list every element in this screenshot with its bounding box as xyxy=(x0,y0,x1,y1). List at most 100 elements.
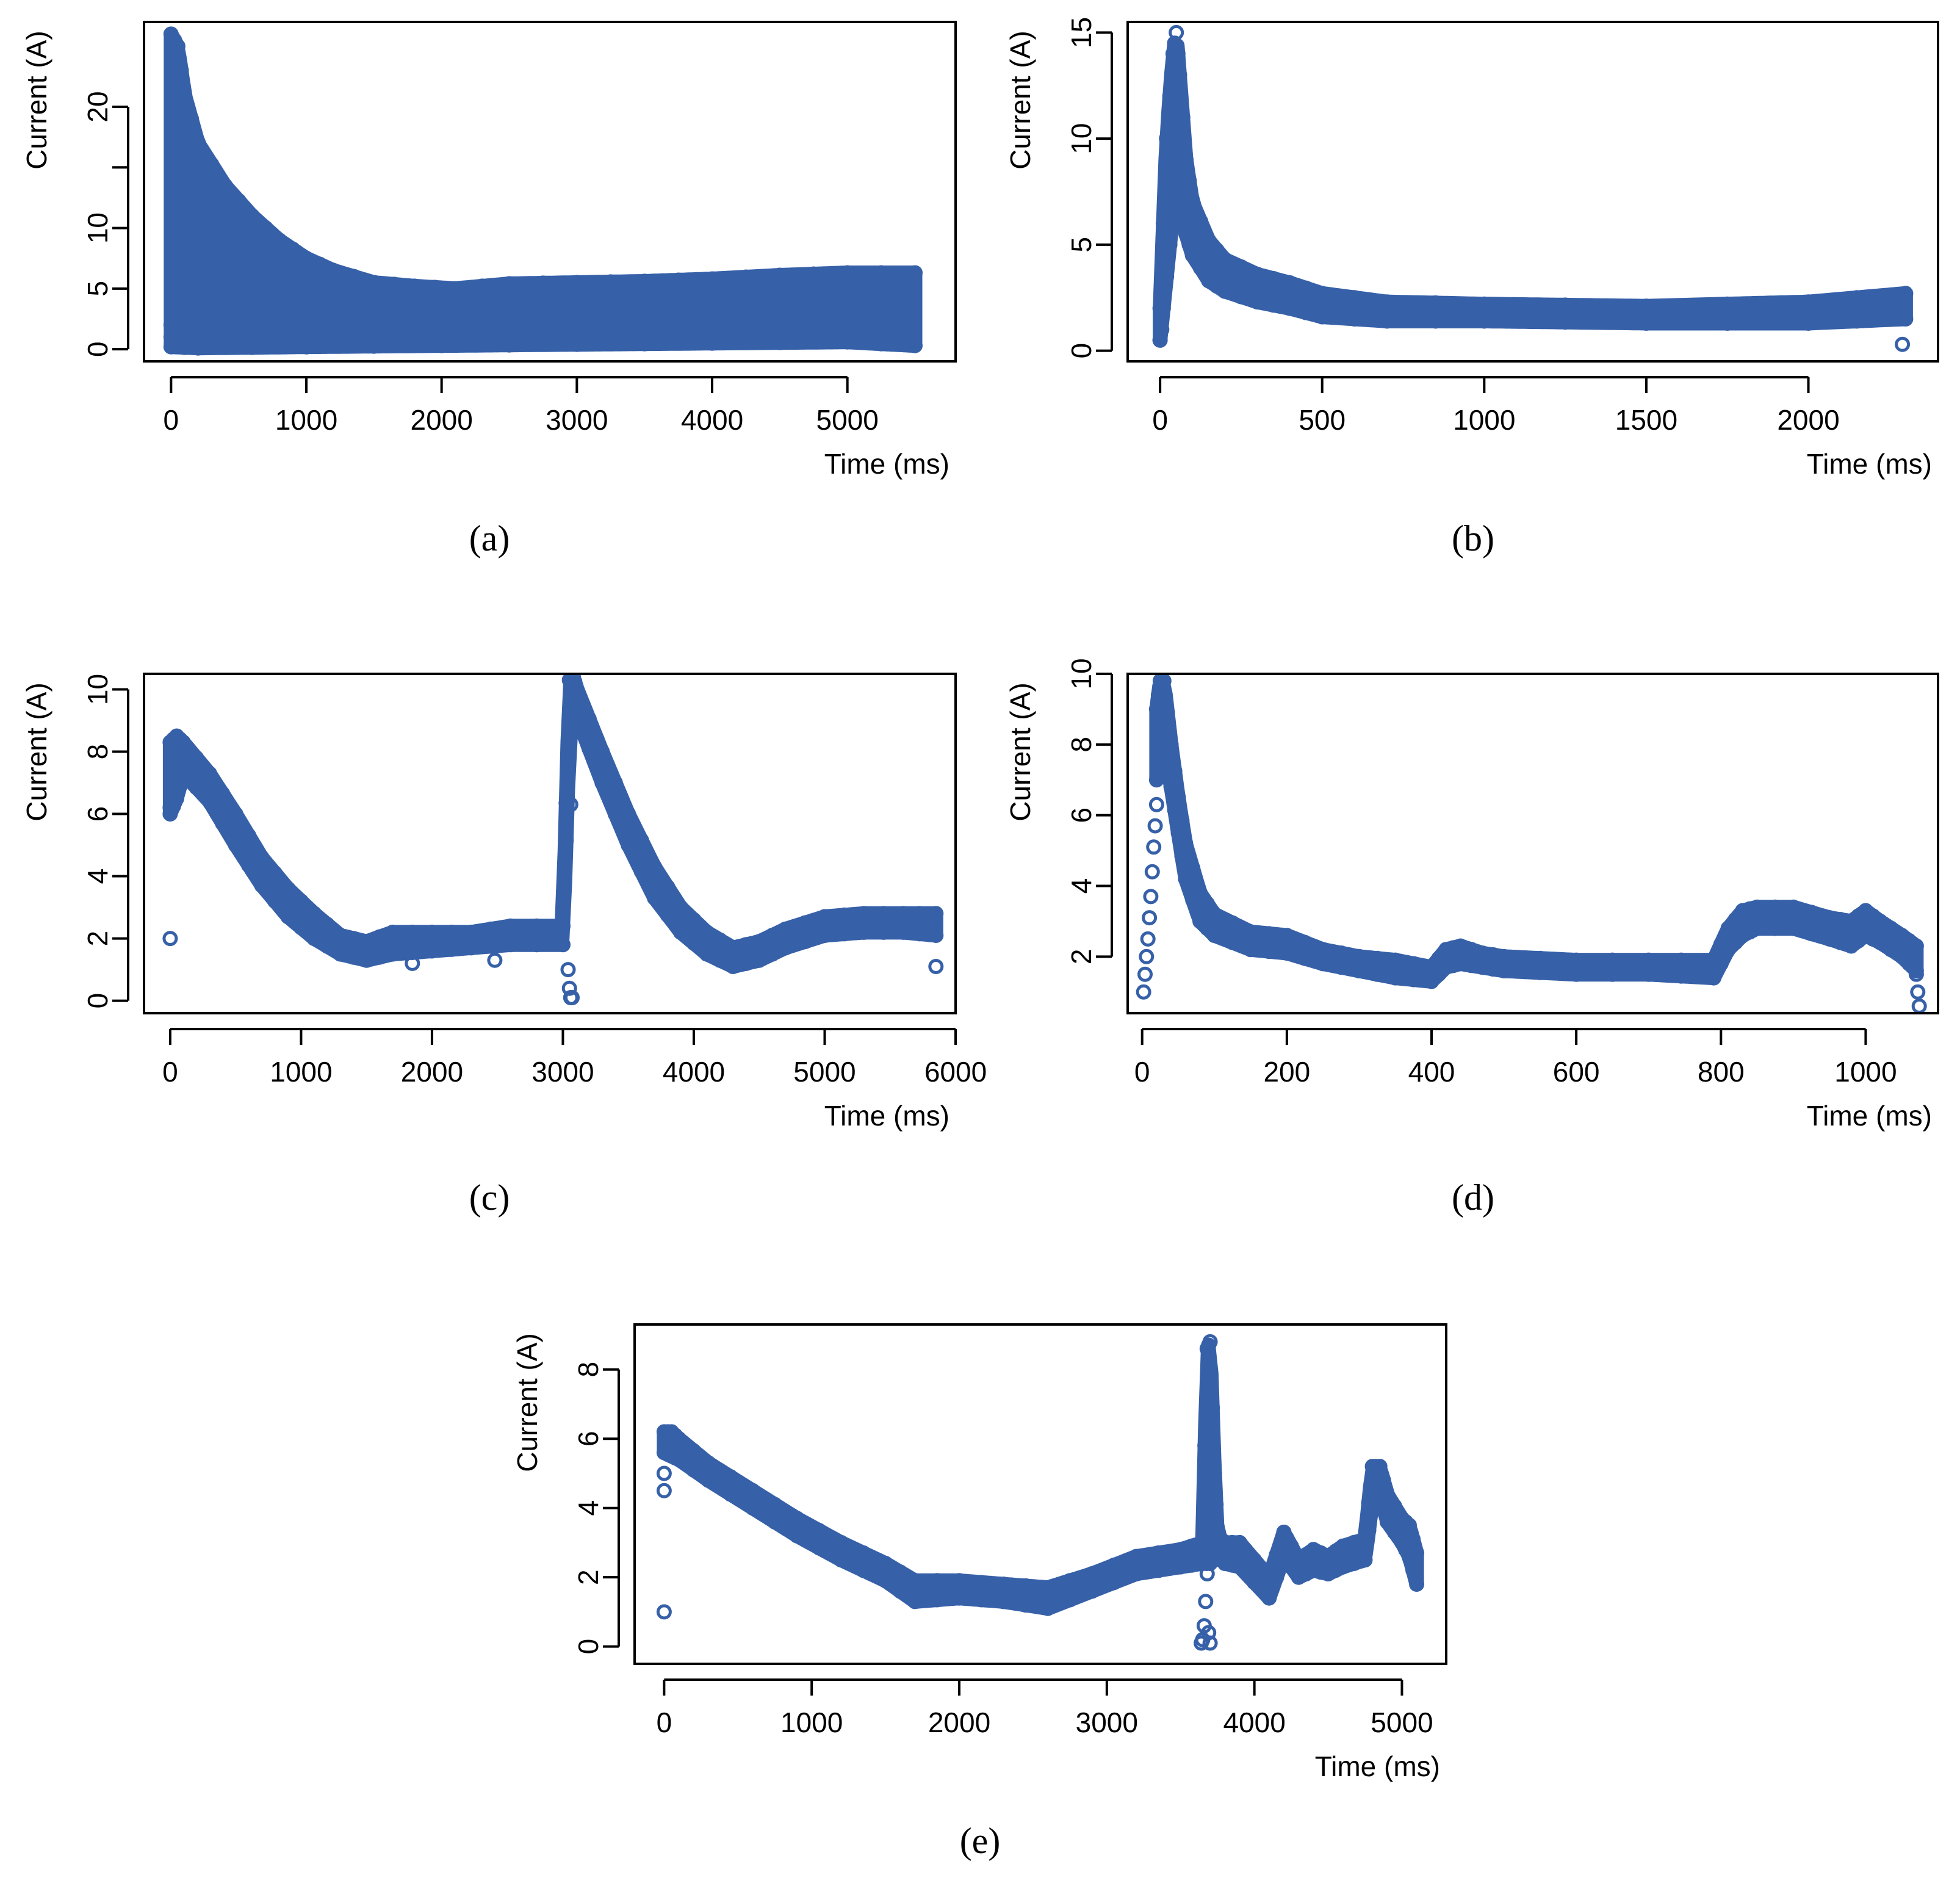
point-a-upper-envelope-13 xyxy=(285,241,301,257)
point-d-lower-envelope-5 xyxy=(1167,802,1183,818)
x-tick-label-c-5: 5000 xyxy=(793,1056,856,1088)
point-e-outliers-9 xyxy=(1202,1635,1218,1651)
y-tick-label-d-2: 6 xyxy=(1065,808,1097,823)
point-e-upper-envelope-43 xyxy=(1247,1552,1263,1568)
point-c-upper-envelope-12 xyxy=(280,881,296,897)
y-axis-label-b: Current (A) xyxy=(1004,31,1036,169)
point-a-upper-envelope-26 xyxy=(569,275,585,291)
point-b-lower-envelope-16 xyxy=(1250,294,1265,310)
point-e-outliers-2 xyxy=(656,1465,672,1481)
point-c-upper-envelope-14 xyxy=(306,906,322,922)
point-a-upper-envelope-34 xyxy=(840,265,856,281)
point-b-lower-envelope-29 xyxy=(1849,313,1865,329)
point-a-upper-envelope-30 xyxy=(704,271,720,287)
caption-c: (c) xyxy=(469,1177,510,1218)
point-c-upper-envelope-23 xyxy=(444,924,459,940)
point-a-lower-envelope-11 xyxy=(772,334,788,350)
caption-d: (d) xyxy=(1452,1177,1494,1218)
point-a-upper-envelope-19 xyxy=(386,276,402,292)
point-a-upper-envelope-21 xyxy=(427,280,443,295)
panel-c: 0 1000 2000 3000 4000 5000 6000 0 2 4 6 8 10 Current … xyxy=(21,673,987,1218)
point-c-upper-envelope-13 xyxy=(293,893,309,909)
point-d-lower-envelope-6 xyxy=(1170,825,1186,841)
point-b-upper-envelope-6 xyxy=(1169,24,1184,40)
point-b-lower-envelope-20 xyxy=(1314,309,1330,325)
y-tick-label-c-0: 0 xyxy=(82,993,113,1009)
point-d-upper-envelope-28 xyxy=(1438,942,1454,958)
point-d-lower-envelope-27 xyxy=(1446,958,1461,974)
point-c-lower-envelope-9 xyxy=(241,858,257,873)
x-tick-label-d-5: 1000 xyxy=(1834,1056,1897,1088)
x-tick-label-c-4: 4000 xyxy=(663,1056,725,1088)
plot-area-d xyxy=(1136,674,1927,1013)
x-tick-label-c-3: 3000 xyxy=(531,1056,594,1088)
point-e-upper-envelope-44 xyxy=(1261,1569,1277,1585)
x-tick-label-e-5: 5000 xyxy=(1371,1707,1433,1738)
point-e-upper-envelope-22 xyxy=(1040,1580,1056,1595)
point-b-lower-envelope-3 xyxy=(1162,237,1178,253)
point-a-upper-envelope-33 xyxy=(805,266,821,282)
point-e-lower-envelope-49 xyxy=(1328,1563,1344,1578)
x-tick-label-d-4: 800 xyxy=(1698,1056,1745,1088)
point-e-upper-envelope-46 xyxy=(1276,1524,1292,1540)
point-a-lower-envelope-2 xyxy=(190,340,206,356)
point-c-upper-envelope-5 xyxy=(189,750,204,766)
point-d-lower-envelope-3 xyxy=(1159,758,1175,774)
point-d-upper-envelope-23 xyxy=(1369,950,1385,966)
point-d-lower-envelope-22 xyxy=(1388,970,1403,986)
x-tick-label-e-0: 0 xyxy=(657,1707,672,1738)
point-e-upper-envelope-41 xyxy=(1224,1534,1240,1550)
point-d-lower-envelope-33 xyxy=(1532,964,1548,980)
point-d-upper-envelope-38 xyxy=(1641,952,1657,968)
point-b-upper-envelope-18 xyxy=(1250,267,1265,282)
point-e-lower-envelope-44 xyxy=(1291,1569,1306,1585)
point-d-upper-envelope-5 xyxy=(1159,705,1175,721)
x-tick-label-a-2: 2000 xyxy=(410,404,472,436)
point-e-upper-envelope-23 xyxy=(1062,1573,1078,1589)
point-c-lower-envelope-12 xyxy=(280,909,296,925)
point-c-upper-envelope-8 xyxy=(228,806,243,822)
point-c-lower-envelope-45 xyxy=(712,952,728,968)
point-d-lower-envelope-20 xyxy=(1351,963,1367,978)
point-b-lower-envelope-24 xyxy=(1476,313,1492,329)
point-c-upper-envelope-11 xyxy=(267,865,283,881)
point-c-lower-envelope-35 xyxy=(581,740,597,756)
point-e-upper-envelope-21 xyxy=(1018,1578,1034,1594)
y-tick-label-d-3: 8 xyxy=(1065,737,1097,753)
point-c-upper-envelope-34 xyxy=(568,678,584,694)
point-d-upper-envelope-56 xyxy=(1872,913,1888,929)
point-a-lower-envelope-7 xyxy=(502,337,517,353)
point-b-upper-envelope-24 xyxy=(1379,294,1395,310)
point-c-outliers-1 xyxy=(162,800,178,815)
x-tick-label-e-1: 1000 xyxy=(780,1707,843,1738)
point-e-upper-envelope-56 xyxy=(1357,1531,1373,1547)
y-axis-label-e: Current (A) xyxy=(511,1333,543,1472)
y-axis-label-d: Current (A) xyxy=(1004,682,1036,821)
point-e-lower-envelope-47 xyxy=(1313,1564,1328,1580)
point-a-upper-envelope-11 xyxy=(258,220,273,236)
x-tick-label-a-4: 4000 xyxy=(681,404,743,436)
point-c-upper-envelope-56 xyxy=(895,906,911,922)
point-c-upper-envelope-15 xyxy=(319,917,335,933)
point-a-upper-envelope-6 xyxy=(190,135,206,151)
point-c-lower-envelope-8 xyxy=(228,837,243,853)
plot-area-b xyxy=(1152,24,1914,352)
point-d-outliers-11 xyxy=(1910,984,1926,1000)
point-c-upper-envelope-39 xyxy=(633,833,649,848)
point-c-upper-envelope-6 xyxy=(201,765,217,781)
point-a-upper-envelope-10 xyxy=(244,208,260,224)
y-tick-label-c-2: 4 xyxy=(82,869,113,884)
point-c-lower-envelope-27 xyxy=(529,937,544,953)
point-c-upper-envelope-55 xyxy=(876,906,892,922)
point-c-lower-envelope-54 xyxy=(856,924,872,940)
point-e-outliers-6 xyxy=(1198,1594,1214,1610)
point-b-lower-envelope-14 xyxy=(1217,283,1233,299)
point-c-outliers-5 xyxy=(561,980,577,996)
y-tick-label-d-4: 10 xyxy=(1065,658,1097,689)
point-d-upper-envelope-46 xyxy=(1749,899,1765,915)
point-d-lower-envelope-46 xyxy=(1785,920,1801,936)
point-a-upper-envelope-27 xyxy=(603,274,619,290)
point-c-lower-envelope-57 xyxy=(912,926,928,942)
y-tick-label-e-4: 8 xyxy=(572,1362,604,1378)
point-a-outliers-2 xyxy=(165,293,181,309)
